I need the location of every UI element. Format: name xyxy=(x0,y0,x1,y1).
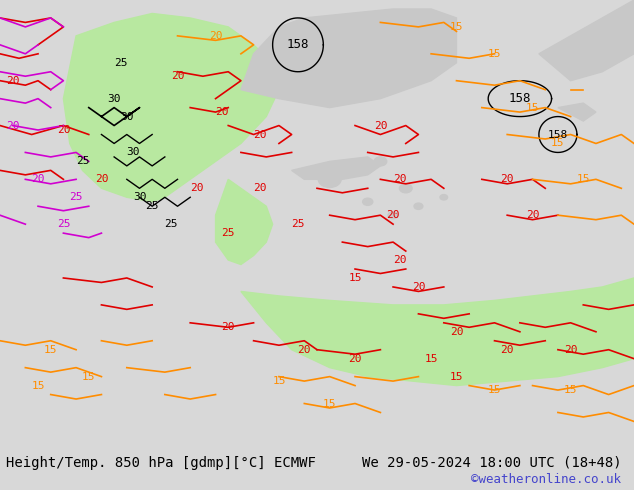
Text: 30: 30 xyxy=(126,147,140,157)
Text: 20: 20 xyxy=(500,174,514,184)
Text: 25: 25 xyxy=(145,201,159,211)
Text: 20: 20 xyxy=(253,129,267,140)
Polygon shape xyxy=(216,179,273,265)
Text: 15: 15 xyxy=(551,139,565,148)
Text: 20: 20 xyxy=(6,121,20,130)
Text: 158: 158 xyxy=(508,92,531,105)
Text: 15: 15 xyxy=(31,381,45,391)
Text: 25: 25 xyxy=(164,219,178,229)
Text: 20: 20 xyxy=(190,183,204,194)
Text: 20: 20 xyxy=(94,174,108,184)
Text: 20: 20 xyxy=(386,210,400,220)
Circle shape xyxy=(363,198,373,205)
Circle shape xyxy=(440,195,448,200)
Text: 20: 20 xyxy=(500,344,514,355)
Text: 20: 20 xyxy=(221,322,235,332)
Text: 15: 15 xyxy=(44,344,58,355)
Text: We 29-05-2024 18:00 UTC (18+48): We 29-05-2024 18:00 UTC (18+48) xyxy=(361,456,621,470)
Text: 15: 15 xyxy=(272,376,286,386)
Text: 15: 15 xyxy=(424,354,438,364)
Polygon shape xyxy=(558,103,596,121)
Text: 30: 30 xyxy=(107,94,121,104)
Polygon shape xyxy=(241,9,456,108)
Text: 25: 25 xyxy=(69,192,83,202)
Text: 30: 30 xyxy=(133,192,146,202)
Text: 158: 158 xyxy=(287,38,309,51)
Text: 20: 20 xyxy=(392,174,406,184)
Text: 15: 15 xyxy=(526,102,540,113)
Text: 158: 158 xyxy=(548,129,568,140)
Text: 15: 15 xyxy=(323,398,337,409)
Text: 15: 15 xyxy=(450,371,463,382)
Polygon shape xyxy=(539,0,634,81)
Text: 25: 25 xyxy=(291,219,305,229)
Text: 15: 15 xyxy=(564,385,578,395)
Polygon shape xyxy=(63,13,279,202)
Text: 20: 20 xyxy=(6,75,20,86)
Text: 25: 25 xyxy=(113,58,127,68)
Text: 15: 15 xyxy=(488,385,501,395)
Text: 25: 25 xyxy=(75,156,89,167)
Text: 20: 20 xyxy=(297,344,311,355)
Text: 15: 15 xyxy=(450,22,463,32)
Text: 20: 20 xyxy=(31,174,45,184)
Text: 20: 20 xyxy=(564,344,578,355)
Text: 20: 20 xyxy=(526,210,540,220)
Circle shape xyxy=(347,165,363,176)
Text: 15: 15 xyxy=(488,49,501,59)
Circle shape xyxy=(414,203,423,209)
Text: 20: 20 xyxy=(450,327,463,337)
Text: 20: 20 xyxy=(373,121,387,130)
Text: 20: 20 xyxy=(348,354,362,364)
Text: 25: 25 xyxy=(221,228,235,238)
Text: 20: 20 xyxy=(411,282,425,292)
Text: 30: 30 xyxy=(120,112,134,122)
Text: 20: 20 xyxy=(171,71,184,81)
Circle shape xyxy=(318,172,341,187)
Text: 20: 20 xyxy=(392,255,406,265)
Text: 15: 15 xyxy=(82,371,96,382)
Polygon shape xyxy=(241,278,634,386)
Text: ©weatheronline.co.uk: ©weatheronline.co.uk xyxy=(471,473,621,486)
Text: 25: 25 xyxy=(56,219,70,229)
Text: 15: 15 xyxy=(576,174,590,184)
Text: 15: 15 xyxy=(348,273,362,283)
Circle shape xyxy=(388,212,398,219)
Text: 20: 20 xyxy=(253,183,267,194)
Text: 20: 20 xyxy=(209,31,223,41)
Text: Height/Temp. 850 hPa [gdmp][°C] ECMWF: Height/Temp. 850 hPa [gdmp][°C] ECMWF xyxy=(6,456,316,470)
Text: 20: 20 xyxy=(56,125,70,135)
Circle shape xyxy=(374,157,387,166)
Polygon shape xyxy=(292,157,380,179)
Circle shape xyxy=(399,184,412,193)
Text: 20: 20 xyxy=(215,107,229,117)
